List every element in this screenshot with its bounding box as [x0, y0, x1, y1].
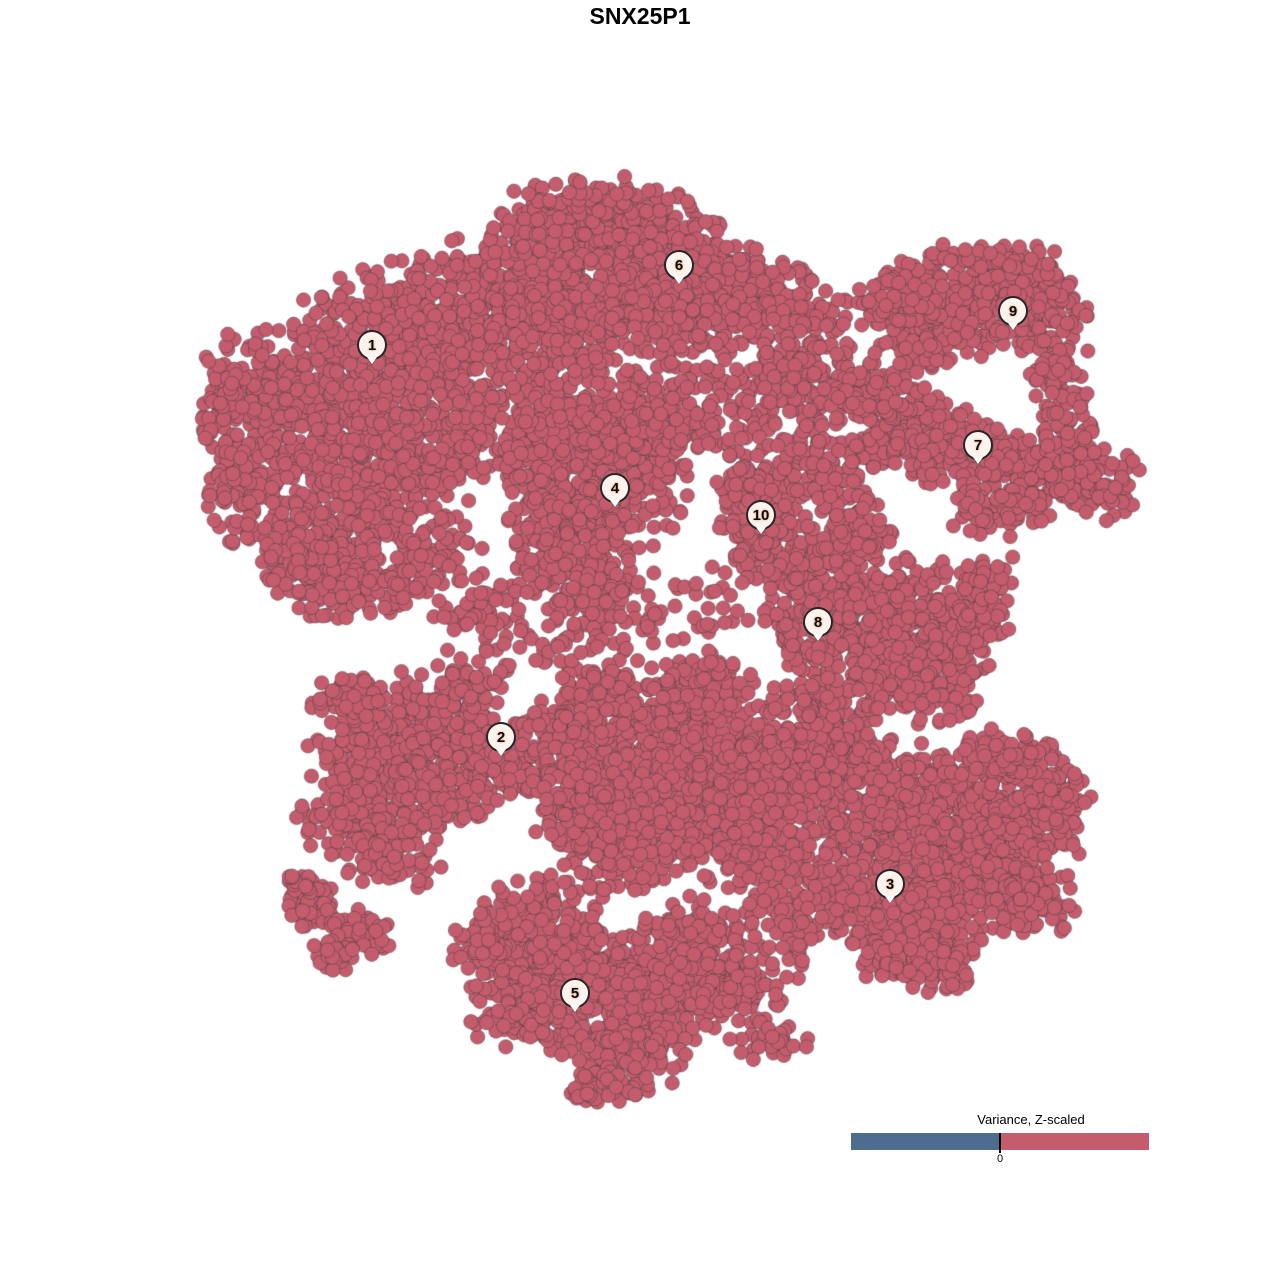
- legend-title: Variance, Z-scaled: [977, 1112, 1085, 1127]
- colorbar-zero-label: 0: [996, 1153, 1004, 1165]
- cluster-label-8[interactable]: 8: [803, 607, 833, 637]
- cluster-label-5[interactable]: 5: [560, 978, 590, 1008]
- cluster-label-3[interactable]: 3: [875, 869, 905, 899]
- cluster-label-4[interactable]: 4: [600, 473, 630, 503]
- colorbar-zero-tick: [999, 1133, 1001, 1153]
- colorbar-positive-half: [1000, 1133, 1149, 1150]
- cluster-label-10[interactable]: 10: [746, 500, 776, 530]
- cluster-label-6[interactable]: 6: [664, 250, 694, 280]
- colorbar-negative-half: [851, 1133, 1000, 1150]
- colorbar: [851, 1133, 1149, 1150]
- cluster-label-2[interactable]: 2: [486, 722, 516, 752]
- cluster-label-1[interactable]: 1: [357, 330, 387, 360]
- cluster-label-9[interactable]: 9: [998, 296, 1028, 326]
- cluster-label-7[interactable]: 7: [963, 430, 993, 460]
